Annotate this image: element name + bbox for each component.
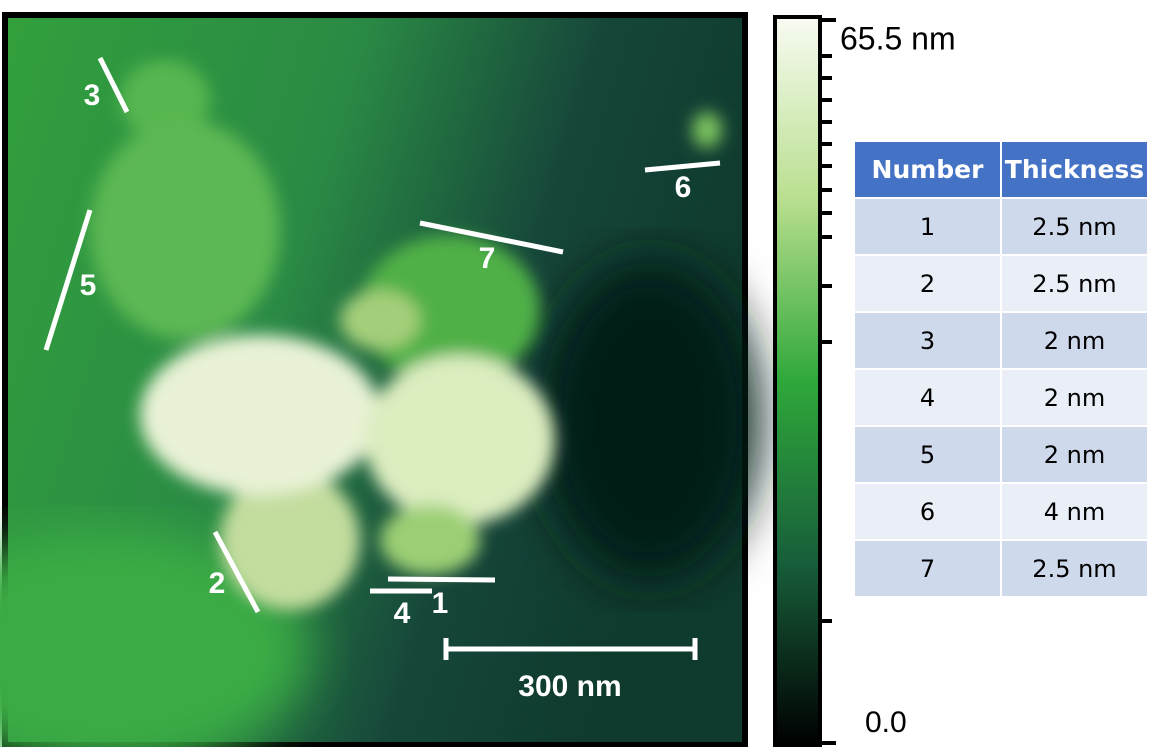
marker-label: 5 — [80, 269, 97, 302]
marker-label: 1 — [432, 587, 449, 620]
cell: 2 nm — [1001, 426, 1148, 483]
cell: 2.5 nm — [1001, 255, 1148, 312]
cell: 2.5 nm — [1001, 198, 1148, 255]
cell: 3 — [854, 312, 1001, 369]
afm-image: 1 2 3 4 5 6 7 300 nm — [0, 15, 760, 747]
cell: 2.5 nm — [1001, 540, 1148, 597]
marker-label: 2 — [209, 567, 226, 600]
page: 1 2 3 4 5 6 7 300 nm 65.5 nm 0.0 NumberT… — [0, 0, 1162, 747]
marker-label: 3 — [84, 79, 101, 112]
cell: 4 nm — [1001, 483, 1148, 540]
marker-label: 4 — [394, 597, 411, 630]
header-cell: Thickness — [1001, 141, 1148, 198]
cell: 1 — [854, 198, 1001, 255]
colorbar-min: 0.0 — [865, 706, 907, 739]
cell: 4 — [854, 369, 1001, 426]
cell: 2 nm — [1001, 369, 1148, 426]
cell: 7 — [854, 540, 1001, 597]
cell: 2 nm — [1001, 312, 1148, 369]
marker-label: 7 — [479, 242, 496, 275]
cell: 2 — [854, 255, 1001, 312]
marker-label: 6 — [675, 171, 692, 204]
cell: 5 — [854, 426, 1001, 483]
colorbar-max: 65.5 nm — [840, 20, 956, 56]
cell: 6 — [854, 483, 1001, 540]
header-cell: Number — [854, 141, 1001, 198]
scale-bar-label: 300 nm — [518, 670, 621, 703]
